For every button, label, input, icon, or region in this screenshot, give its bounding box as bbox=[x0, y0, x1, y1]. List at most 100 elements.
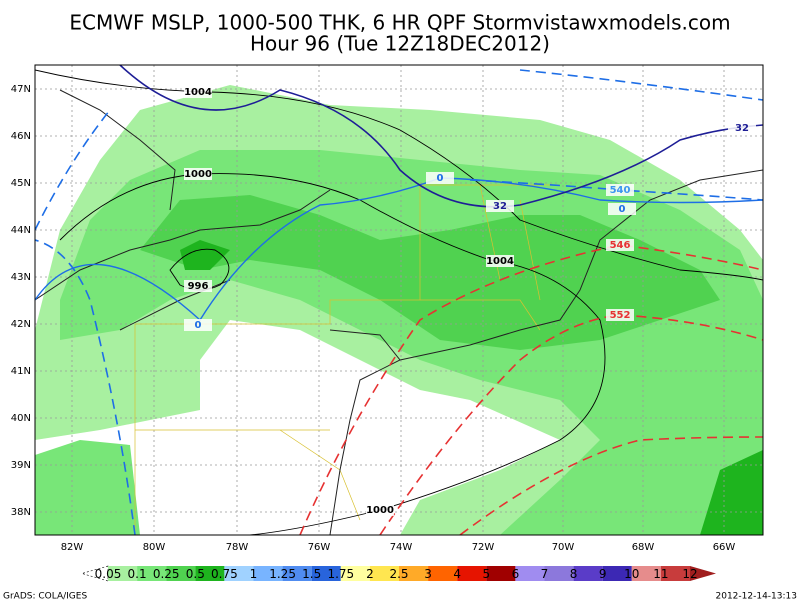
colorbar-label: 1.5 bbox=[302, 567, 321, 581]
contour-label: 552 bbox=[610, 310, 631, 321]
contour-label: 1000 bbox=[366, 505, 394, 516]
colorbar-box bbox=[282, 566, 312, 581]
contour-label-bg bbox=[184, 168, 212, 180]
freezing-line bbox=[35, 177, 763, 322]
contour-label: 1004 bbox=[486, 256, 514, 267]
colorbar-label: 11 bbox=[653, 567, 668, 581]
colorbar-label: 0.75 bbox=[211, 567, 238, 581]
colorbar-box bbox=[195, 566, 225, 581]
lat-label: 45N bbox=[11, 178, 31, 189]
colorbar-label: 0.25 bbox=[153, 567, 180, 581]
thickness-32 bbox=[119, 65, 763, 208]
colorbar-label: 2.5 bbox=[389, 567, 408, 581]
lat-label: 44N bbox=[11, 225, 31, 236]
lon-label: 80W bbox=[143, 542, 166, 553]
colorbar-box bbox=[253, 566, 283, 581]
contour-label: 0 bbox=[195, 320, 202, 331]
contour-label: 996 bbox=[188, 281, 209, 292]
contour-label-bg bbox=[184, 319, 212, 331]
colorbar-box bbox=[602, 566, 632, 581]
lat-label: 47N bbox=[11, 84, 31, 95]
colorbar-label: 8 bbox=[570, 567, 578, 581]
lat-label: 39N bbox=[11, 460, 31, 471]
contour-label-bg bbox=[486, 255, 514, 267]
colorbar-label: 1 bbox=[250, 567, 258, 581]
lon-label: 82W bbox=[61, 542, 84, 553]
colorbar-label: 0.5 bbox=[186, 567, 205, 581]
colorbar-box bbox=[108, 566, 138, 581]
footer-credit: GrADS: COLA/IGES bbox=[3, 592, 87, 602]
colorbar-box bbox=[515, 566, 545, 581]
colorbar-box bbox=[544, 566, 574, 581]
title: ECMWF MSLP, 1000-500 THK, 6 HR QPF Storm… bbox=[69, 11, 730, 35]
contour-label: 1004 bbox=[184, 87, 212, 98]
lon-label: 76W bbox=[308, 542, 331, 553]
colorbar-box bbox=[486, 566, 516, 581]
colorbar-label: 6 bbox=[512, 567, 520, 581]
colorbar-label: 3 bbox=[424, 567, 432, 581]
contour-label-bg bbox=[606, 184, 634, 196]
lat-label: 38N bbox=[11, 507, 31, 518]
contour-label-bg bbox=[608, 203, 636, 215]
borders bbox=[134, 184, 560, 535]
colorbar-label: 1.25 bbox=[269, 567, 296, 581]
colorbar-box bbox=[631, 566, 661, 581]
colorbar-end bbox=[690, 566, 716, 581]
colorbar-box bbox=[166, 566, 196, 581]
colorbar-box bbox=[660, 566, 690, 581]
contour-label: 0 bbox=[437, 173, 444, 184]
colorbar-label: 0.05 bbox=[95, 567, 122, 581]
lon-label: 74W bbox=[390, 542, 413, 553]
colorbar-box bbox=[457, 566, 487, 581]
qpf-green bbox=[140, 195, 720, 350]
contour-label: 32 bbox=[493, 201, 507, 212]
colorbar-label: 10 bbox=[624, 567, 639, 581]
contour-label: 540 bbox=[610, 185, 631, 196]
contour-label-bg bbox=[184, 86, 212, 98]
contour-label: 32 bbox=[735, 123, 749, 134]
colorbar-box bbox=[137, 566, 167, 581]
contour-label-bg bbox=[486, 200, 514, 212]
colorbar-label: 4 bbox=[453, 567, 461, 581]
colorbar-box bbox=[311, 566, 341, 581]
colorbar-label: 5 bbox=[482, 567, 490, 581]
footer-timestamp: 2012-12-14-13:13 bbox=[716, 592, 798, 602]
colorbar-box bbox=[224, 566, 254, 581]
contour-label: 546 bbox=[610, 240, 631, 251]
colorbar-label: 7 bbox=[541, 567, 549, 581]
subtitle: Hour 96 (Tue 12Z18DEC2012) bbox=[250, 32, 550, 56]
map bbox=[34, 64, 764, 536]
colorbar-box bbox=[369, 566, 399, 581]
contour-label-bg bbox=[426, 172, 454, 184]
lon-label: 72W bbox=[472, 542, 495, 553]
thickness-546-552 bbox=[299, 244, 763, 535]
lat-label: 42N bbox=[11, 319, 31, 330]
contour-label: 0 bbox=[619, 204, 626, 215]
colorbar-label: 1.75 bbox=[327, 567, 354, 581]
colorbar-label: 9 bbox=[599, 567, 607, 581]
contour-label-bg bbox=[606, 239, 634, 251]
colorbar-box bbox=[399, 566, 429, 581]
lat-label: 46N bbox=[11, 131, 31, 142]
colorbar-box bbox=[573, 566, 603, 581]
lat-label: 43N bbox=[11, 272, 31, 283]
colorbar-label: 2 bbox=[366, 567, 374, 581]
qpf-medium bbox=[35, 440, 140, 535]
contour-label-bg bbox=[366, 504, 394, 516]
contour-label-bg bbox=[606, 309, 634, 321]
lon-label: 68W bbox=[632, 542, 655, 553]
map-frame bbox=[34, 64, 764, 536]
lon-label: 66W bbox=[713, 542, 736, 553]
lat-label: 40N bbox=[11, 413, 31, 424]
lon-label: 78W bbox=[226, 542, 249, 553]
colorbar-label: 12 bbox=[682, 567, 697, 581]
lon-label: 70W bbox=[552, 542, 575, 553]
contour-label-bg bbox=[728, 122, 756, 134]
coastline bbox=[35, 89, 763, 535]
colorbar-box bbox=[428, 566, 458, 581]
contour-label: 1000 bbox=[184, 169, 212, 180]
lat-label: 41N bbox=[11, 366, 31, 377]
colorbar-label: 0.1 bbox=[128, 567, 147, 581]
contour-label-bg bbox=[184, 280, 212, 292]
